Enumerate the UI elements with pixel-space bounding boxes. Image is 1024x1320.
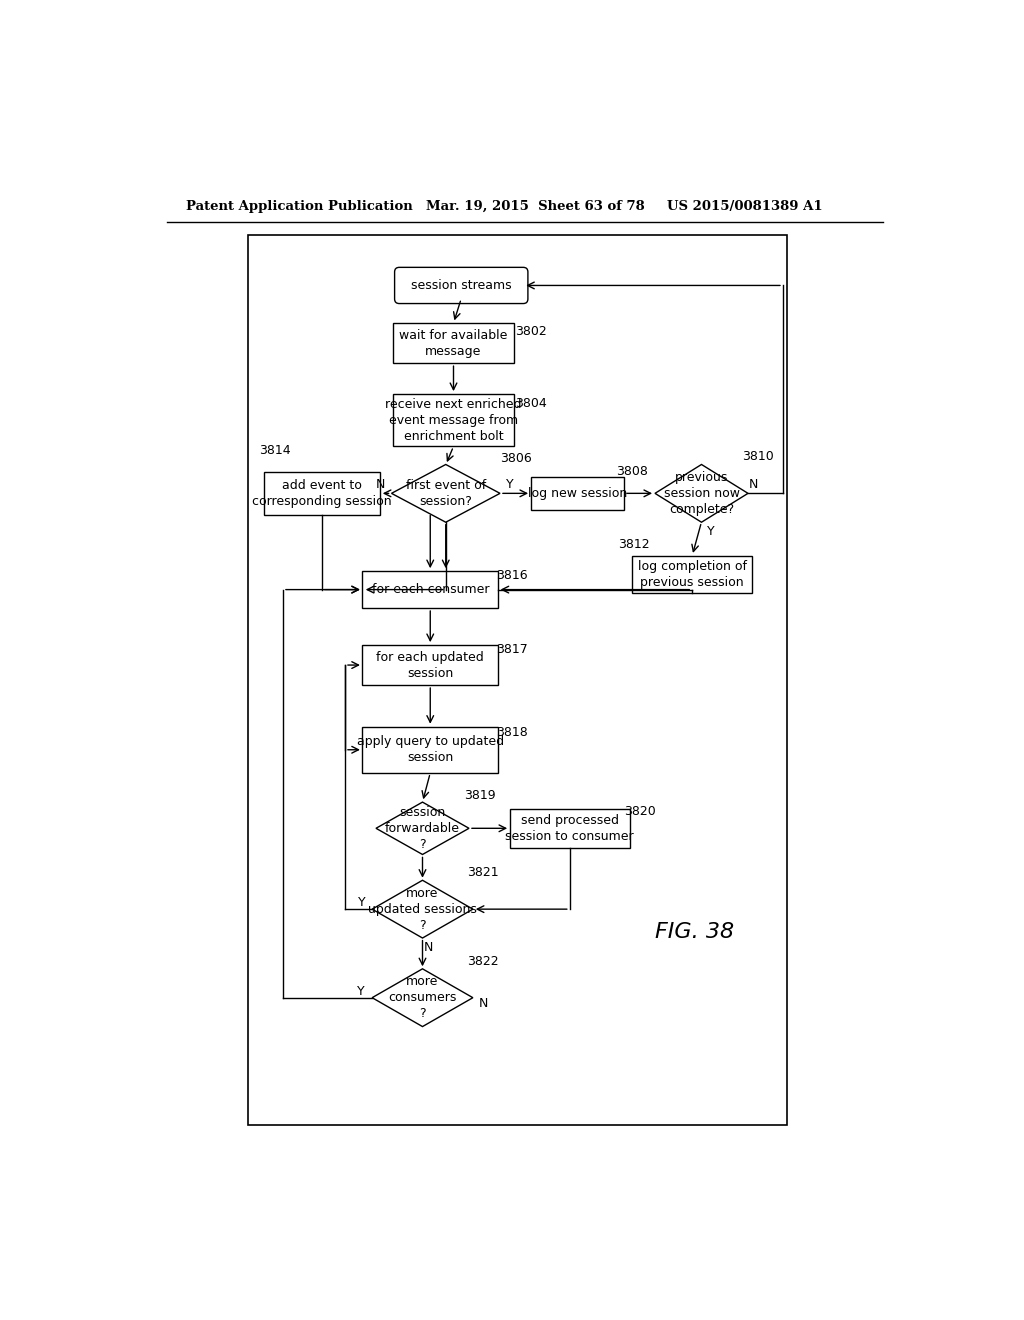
Text: session
forwardable
?: session forwardable ?: [385, 805, 460, 851]
Polygon shape: [372, 880, 473, 939]
Text: 3804: 3804: [515, 397, 547, 409]
Text: 3812: 3812: [618, 539, 650, 552]
Text: apply query to updated
session: apply query to updated session: [356, 735, 504, 764]
Polygon shape: [376, 803, 469, 854]
Bar: [362, 726, 498, 774]
Text: Y: Y: [356, 985, 365, 998]
Text: add event to
corresponding session: add event to corresponding session: [252, 479, 391, 508]
Text: log completion of
previous session: log completion of previous session: [638, 560, 746, 589]
Text: Y: Y: [506, 478, 513, 491]
Text: Patent Application Publication: Patent Application Publication: [186, 199, 413, 213]
FancyBboxPatch shape: [394, 268, 528, 304]
Bar: [248, 235, 786, 1125]
Text: FIG. 38: FIG. 38: [655, 923, 734, 942]
Text: 3808: 3808: [615, 465, 648, 478]
Bar: [510, 809, 630, 847]
Text: 3814: 3814: [259, 445, 291, 458]
Text: 3816: 3816: [496, 569, 527, 582]
Bar: [393, 395, 514, 446]
Bar: [531, 478, 624, 510]
Text: wait for available
message: wait for available message: [399, 329, 508, 358]
Bar: [393, 323, 514, 363]
Polygon shape: [655, 465, 748, 523]
Polygon shape: [391, 465, 500, 523]
Text: 3810: 3810: [742, 450, 774, 463]
Text: for each consumer: for each consumer: [372, 583, 489, 597]
Text: 3822: 3822: [467, 954, 499, 968]
Bar: [362, 572, 498, 609]
Text: 3821: 3821: [467, 866, 499, 879]
Text: N: N: [424, 941, 433, 954]
Text: 3819: 3819: [464, 788, 496, 801]
Text: more
consumers
?: more consumers ?: [388, 975, 457, 1020]
Polygon shape: [372, 969, 473, 1027]
Text: N: N: [376, 478, 385, 491]
Text: 3820: 3820: [624, 805, 655, 818]
Text: 3817: 3817: [496, 643, 527, 656]
Text: Mar. 19, 2015  Sheet 63 of 78: Mar. 19, 2015 Sheet 63 of 78: [426, 199, 645, 213]
Text: Y: Y: [358, 896, 366, 909]
Bar: [362, 645, 498, 685]
Text: send processed
session to consumer: send processed session to consumer: [506, 814, 634, 842]
Text: first event of
session?: first event of session?: [406, 479, 485, 508]
Text: more
updated sessions
?: more updated sessions ?: [368, 887, 477, 932]
Bar: [632, 556, 753, 593]
Text: 3806: 3806: [500, 453, 531, 465]
Text: receive next enriched
event message from
enrichment bolt: receive next enriched event message from…: [385, 397, 522, 442]
Text: N: N: [478, 998, 487, 1010]
Text: log new session: log new session: [528, 487, 627, 500]
Text: previous
session now
complete?: previous session now complete?: [664, 471, 739, 516]
Text: for each updated
session: for each updated session: [377, 651, 484, 680]
Text: 3818: 3818: [496, 726, 527, 739]
Text: N: N: [749, 478, 758, 491]
Text: 3802: 3802: [515, 325, 547, 338]
Text: Y: Y: [707, 525, 715, 539]
Text: US 2015/0081389 A1: US 2015/0081389 A1: [667, 199, 822, 213]
Bar: [263, 471, 380, 515]
Text: session streams: session streams: [411, 279, 512, 292]
